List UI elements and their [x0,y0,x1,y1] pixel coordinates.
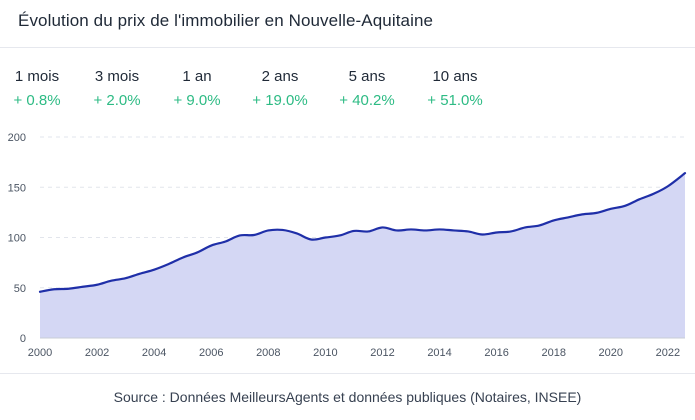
x-tick-label: 2022 [656,347,680,359]
stat-10-ans: 10 ans + 51.0% [422,68,488,110]
x-tick-label: 2014 [427,347,451,359]
stat-3-mois: 3 mois + 2.0% [90,68,144,110]
stat-change-value: + 19.0% [252,92,308,109]
header-divider [0,47,695,48]
y-tick-label: 0 [20,333,26,345]
stat-change-value: + 51.0% [427,92,483,109]
x-tick-label: 2020 [599,347,623,359]
stat-change-value: + 9.0% [173,92,221,109]
price-series-line [38,172,687,293]
stat-period-label: 3 mois [94,68,140,85]
stat-period-label: 2 ans [261,68,299,85]
stat-1-an: 1 an + 9.0% [170,68,224,110]
page-title: Évolution du prix de l'immobilier en Nou… [18,11,434,30]
y-tick-label: 150 [8,182,26,194]
source-note: Source : Données MeilleursAgents et donn… [113,389,582,405]
stat-5-ans: 5 ans + 40.2% [334,68,400,110]
stat-2-ans: 2 ans + 19.0% [246,68,314,110]
x-tick-label: 2010 [313,347,337,359]
stat-period-label: 1 mois [14,68,60,85]
price-area-fill [40,173,685,338]
x-tick-label: 2018 [541,347,565,359]
stat-change-value: + 40.2% [339,92,395,109]
x-tick-label: 2012 [370,347,394,359]
stat-1-mois: 1 mois + 0.8% [12,68,62,110]
x-tick-label: 2016 [484,347,508,359]
x-tick-label: 2002 [85,347,109,359]
stat-period-label: 1 an [182,68,212,85]
y-tick-label: 50 [14,283,26,295]
stat-change-value: + 2.0% [93,92,141,109]
stat-period-label: 10 ans [432,68,478,85]
x-tick-label: 2006 [199,347,223,359]
x-tick-label: 2008 [256,347,280,359]
stat-change-value: + 0.8% [13,92,61,109]
stat-period-label: 5 ans [348,68,386,85]
y-tick-label: 100 [8,233,26,245]
y-tick-label: 200 [8,132,26,144]
footer-divider [0,373,695,374]
stats-row: 1 mois + 0.8% 3 mois + 2.0% 1 an + 9.0% … [0,68,695,112]
x-tick-label: 2004 [142,347,166,359]
x-tick-label: 2000 [28,347,52,359]
